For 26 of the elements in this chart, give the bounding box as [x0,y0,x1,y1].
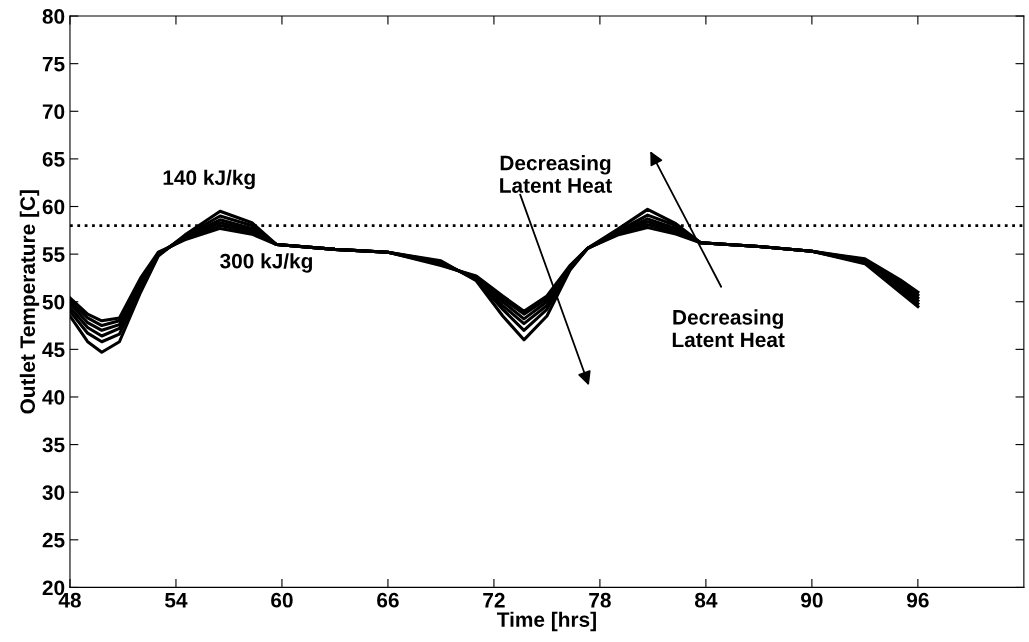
x-tick-label: 96 [907,592,929,608]
y-tick-label: 40 [42,389,65,405]
x-tick-label: 60 [271,592,293,608]
y-tick-label: 65 [42,151,65,167]
x-axis-title: Time [hrs] [496,611,596,632]
annotation: 300 kJ/kg [220,253,312,273]
y-tick-label: 80 [42,9,65,24]
annotation: Decreasing Latent Heat [500,155,612,193]
y-tick-label: 75 [42,56,65,72]
y-tick-label: 70 [42,104,65,120]
y-tick-label: 55 [42,247,65,262]
y-axis-title: Outlet Temperature [C] [19,190,40,414]
y-tick-label: 60 [42,199,65,215]
x-tick-label: 54 [165,593,188,608]
x-tick-label: 90 [801,592,823,608]
x-tick-label: 78 [589,592,611,608]
y-tick-label: 35 [42,437,65,453]
y-tick-label: 50 [42,294,65,310]
y-tick-label: 45 [42,342,65,358]
annotation: 140 kJ/kg [163,169,255,190]
x-tick-label: 66 [377,592,399,608]
y-tick-label: 25 [42,532,65,548]
x-tick-label: 84 [694,592,718,608]
y-tick-label: 30 [42,485,65,500]
x-tick-label: 72 [483,592,505,608]
annotation: Decreasing Latent Heat [672,309,785,348]
